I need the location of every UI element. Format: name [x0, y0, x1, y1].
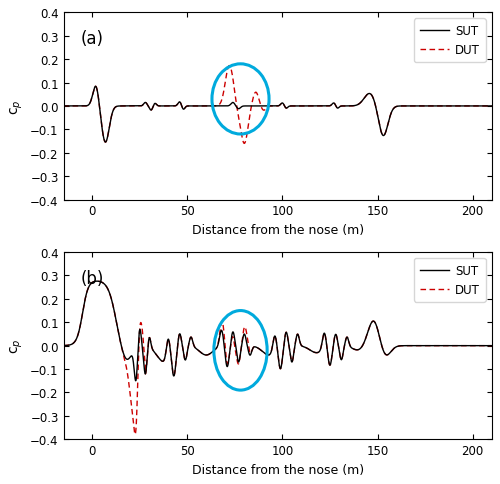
- DUT: [94, 279, 100, 285]
- DUT: [412, 343, 418, 349]
- SUT: [94, 279, 100, 285]
- DUT: [339, 356, 345, 362]
- DUT: [138, 322, 144, 328]
- SUT: [412, 343, 418, 349]
- Text: (a): (a): [80, 30, 104, 48]
- SUT: [339, 356, 345, 362]
- DUT: [380, 348, 386, 353]
- SUT: [488, 104, 494, 109]
- DUT: [412, 104, 418, 109]
- SUT: [318, 347, 324, 352]
- SUT: [138, 104, 144, 109]
- Line: DUT: DUT: [64, 66, 492, 144]
- Legend: SUT, DUT: SUT, DUT: [414, 258, 486, 302]
- DUT: [380, 133, 386, 139]
- SUT: [224, 104, 230, 109]
- SUT: [132, 378, 138, 384]
- DUT: [132, 432, 138, 438]
- SUT: [60, 104, 66, 109]
- SUT: [412, 104, 418, 109]
- SUT: [138, 336, 144, 342]
- SUT: [488, 343, 494, 349]
- Line: SUT: SUT: [64, 87, 492, 143]
- DUT: [60, 343, 66, 349]
- SUT: [60, 343, 66, 349]
- Legend: SUT, DUT: SUT, DUT: [414, 19, 486, 63]
- Y-axis label: c$_p$: c$_p$: [8, 338, 24, 354]
- DUT: [138, 104, 144, 109]
- SUT: [92, 84, 98, 90]
- DUT: [318, 104, 324, 109]
- Line: DUT: DUT: [64, 282, 492, 435]
- Y-axis label: c$_p$: c$_p$: [8, 99, 24, 114]
- DUT: [318, 347, 324, 352]
- DUT: [224, 361, 230, 367]
- Text: (b): (b): [80, 270, 104, 287]
- SUT: [102, 140, 108, 146]
- DUT: [224, 69, 230, 75]
- SUT: [380, 348, 386, 353]
- DUT: [488, 104, 494, 109]
- DUT: [226, 63, 232, 69]
- SUT: [380, 133, 386, 139]
- SUT: [318, 104, 324, 109]
- DUT: [242, 141, 248, 147]
- X-axis label: Distance from the nose (m): Distance from the nose (m): [192, 463, 364, 476]
- X-axis label: Distance from the nose (m): Distance from the nose (m): [192, 224, 364, 237]
- DUT: [60, 104, 66, 109]
- SUT: [224, 364, 230, 370]
- Line: SUT: SUT: [64, 282, 492, 381]
- DUT: [488, 343, 494, 349]
- DUT: [339, 104, 345, 110]
- SUT: [339, 104, 345, 110]
